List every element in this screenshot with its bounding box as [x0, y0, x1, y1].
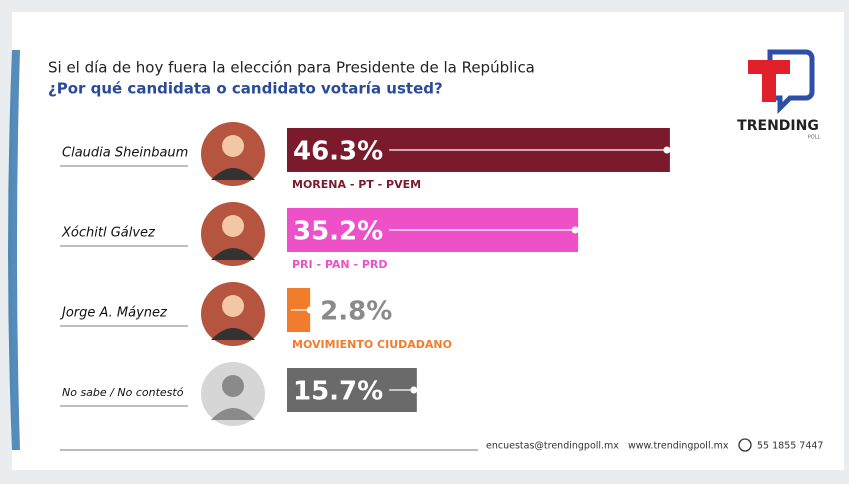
logo-sub: POLL — [808, 135, 821, 141]
chart-title: Si el día de hoy fuera la elección para … — [48, 59, 535, 77]
footer-web: www.trendingpoll.mx — [628, 441, 729, 452]
value-label: 46.3% — [293, 137, 383, 167]
avatar-head — [222, 215, 244, 237]
logo: TRENDING POLL — [737, 49, 821, 141]
party-label: MOVIMIENTO CIUDADANO — [292, 338, 452, 351]
logo-t — [748, 60, 790, 102]
candidate-name: Jorge A. Máynez — [59, 306, 168, 321]
avatar-body — [211, 328, 255, 340]
candidate-name: Claudia Sheinbaum — [62, 146, 188, 161]
logo-frame — [767, 49, 815, 115]
party-label: PRI - PAN - PRD — [292, 258, 388, 271]
avatar-head — [222, 375, 244, 397]
chart-subtitle: ¿Por qué candidata o candidato votaría u… — [48, 80, 443, 98]
bar-dot — [571, 226, 579, 234]
candidate-name: Xóchitl Gálvez — [61, 226, 156, 241]
footer-email: encuestas@trendingpoll.mx — [486, 441, 619, 452]
bar-dot — [306, 306, 314, 314]
whatsapp-icon — [738, 438, 752, 452]
party-label: MORENA - PT - PVEM — [292, 178, 421, 191]
avatar-body — [211, 168, 255, 180]
bar-dot — [663, 146, 671, 154]
bar-dot — [410, 386, 418, 394]
logo-name: TRENDING — [737, 118, 819, 134]
avatar-body — [211, 408, 255, 420]
avatar-head — [222, 135, 244, 157]
footer-phone: 55 1855 7447 — [757, 441, 823, 452]
value-label: 35.2% — [293, 217, 383, 247]
value-label: 2.8% — [320, 297, 392, 327]
edge-decoration — [8, 50, 20, 450]
avatar-body — [211, 248, 255, 260]
avatar-head — [222, 295, 244, 317]
value-label: 15.7% — [293, 377, 383, 407]
candidate-name: No sabe / No contestó — [62, 386, 184, 399]
